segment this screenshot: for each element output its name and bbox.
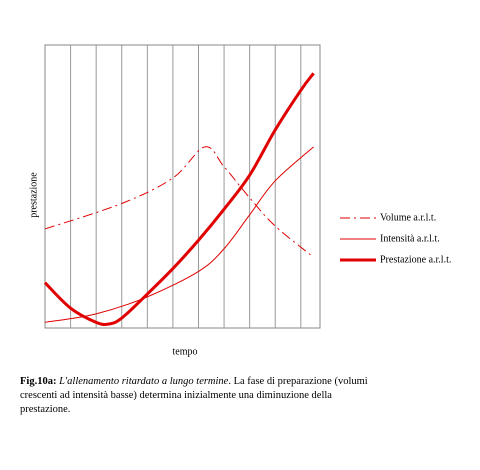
x-axis-label: tempo [173,346,198,357]
caption-title: L'allenamento ritardato a lungo termine [59,376,229,387]
legend-label: Prestazione a.r.l.t. [380,254,451,265]
caption-label: Fig.10a: [20,376,57,387]
caption-text: . La fase di preparazione (volumi cresce… [20,376,368,415]
y-axis-label: prestazione [28,172,39,218]
chart: tempo prestazione Volume a.r.l.t. Intensi… [28,44,451,357]
plot-frame [44,44,321,329]
caption: Fig.10a: L'allenamento ritardato a lungo… [20,375,385,417]
series-line [43,72,315,327]
legend-label: Intensità a.r.l.t. [380,233,440,244]
legend-label: Volume a.r.l.t. [380,212,436,223]
series-line [44,146,314,323]
series-line [44,146,314,258]
